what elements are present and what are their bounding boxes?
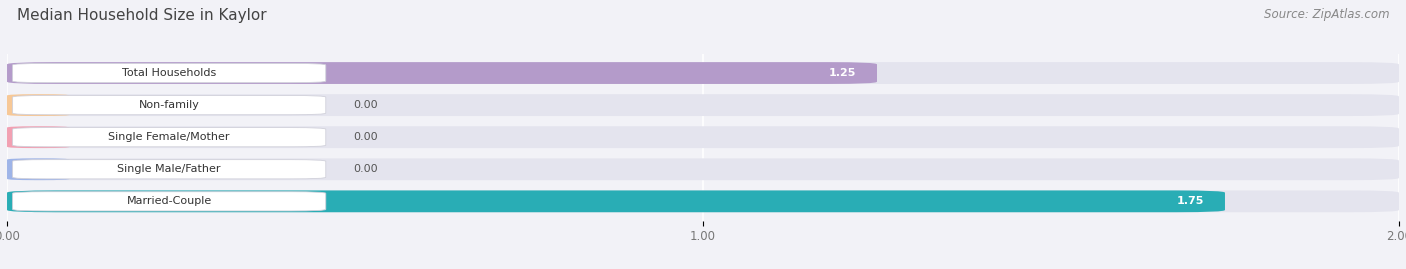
Text: 0.00: 0.00 bbox=[354, 132, 378, 142]
Text: 1.75: 1.75 bbox=[1177, 196, 1204, 206]
FancyBboxPatch shape bbox=[7, 94, 1399, 116]
Text: 0.00: 0.00 bbox=[354, 100, 378, 110]
Text: Median Household Size in Kaylor: Median Household Size in Kaylor bbox=[17, 8, 267, 23]
FancyBboxPatch shape bbox=[7, 94, 70, 116]
Text: Married-Couple: Married-Couple bbox=[127, 196, 212, 206]
FancyBboxPatch shape bbox=[7, 126, 1399, 148]
FancyBboxPatch shape bbox=[13, 128, 326, 147]
Text: Single Male/Father: Single Male/Father bbox=[118, 164, 221, 174]
FancyBboxPatch shape bbox=[7, 190, 1399, 212]
FancyBboxPatch shape bbox=[13, 160, 326, 179]
FancyBboxPatch shape bbox=[7, 62, 877, 84]
FancyBboxPatch shape bbox=[7, 62, 1399, 84]
Text: Source: ZipAtlas.com: Source: ZipAtlas.com bbox=[1264, 8, 1389, 21]
FancyBboxPatch shape bbox=[7, 158, 70, 180]
Text: 0.00: 0.00 bbox=[354, 164, 378, 174]
Text: 1.25: 1.25 bbox=[828, 68, 856, 78]
FancyBboxPatch shape bbox=[13, 95, 326, 115]
FancyBboxPatch shape bbox=[13, 63, 326, 83]
Text: Total Households: Total Households bbox=[122, 68, 217, 78]
Text: Non-family: Non-family bbox=[139, 100, 200, 110]
FancyBboxPatch shape bbox=[7, 126, 70, 148]
FancyBboxPatch shape bbox=[13, 192, 326, 211]
Text: Single Female/Mother: Single Female/Mother bbox=[108, 132, 231, 142]
FancyBboxPatch shape bbox=[7, 158, 1399, 180]
FancyBboxPatch shape bbox=[7, 190, 1225, 212]
